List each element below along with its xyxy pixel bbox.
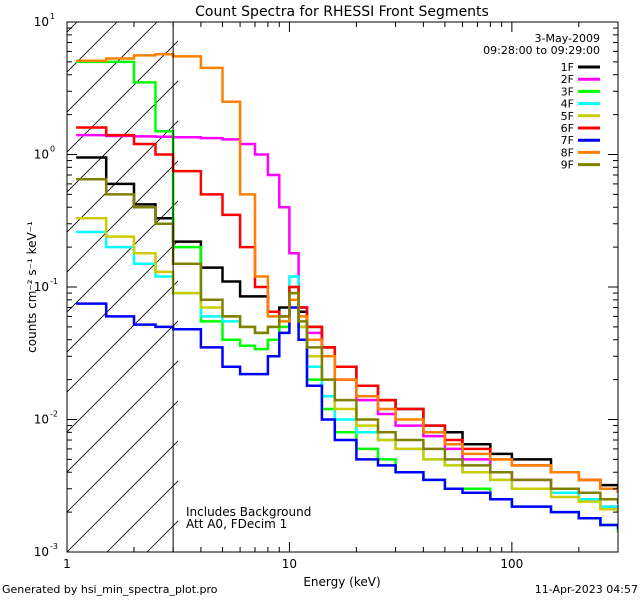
legend-label-8F: 8F <box>561 146 574 159</box>
hatch-line <box>67 200 178 313</box>
hatch-line <box>67 22 158 113</box>
series-2F-line <box>76 133 618 513</box>
plot-frame <box>66 21 619 553</box>
y-tick-exponent: -2 <box>50 410 58 419</box>
hatch-line <box>67 320 178 433</box>
legend-label-1F: 1F <box>561 61 574 74</box>
time-range-label: 09:28:00 to 09:29:00 <box>483 44 600 57</box>
y-tick-label: 10 <box>34 545 49 559</box>
footer-timestamp: 11-Apr-2023 04:57 <box>534 583 638 596</box>
series-9F-line <box>76 178 618 505</box>
y-tick-label: 10 <box>34 148 49 162</box>
legend-label-4F: 4F <box>561 98 574 111</box>
hatch-line <box>67 80 178 193</box>
x-tick-label: 100 <box>500 557 523 571</box>
legend-label-3F: 3F <box>561 85 574 98</box>
legend-label-6F: 6F <box>561 122 574 135</box>
hatch-line <box>67 440 178 552</box>
y-tick-exponent: 0 <box>50 145 55 154</box>
series-1F-line <box>76 156 618 493</box>
y-tick-exponent: -1 <box>50 277 58 286</box>
hatch-line <box>67 22 118 73</box>
chart-title: Count Spectra for RHESSI Front Segments <box>195 4 489 20</box>
legend-label-9F: 9F <box>561 159 574 172</box>
y-tick-exponent: -3 <box>50 542 58 551</box>
x-tick-label: 1 <box>63 557 71 571</box>
excluded-region-hatch <box>0 0 178 552</box>
hatch-line <box>67 400 178 513</box>
hatch-line <box>67 240 178 353</box>
series-5F-line <box>76 217 618 513</box>
legend-label-5F: 5F <box>561 110 574 123</box>
series-4F-line <box>76 230 618 510</box>
y-tick-label: 10 <box>34 413 49 427</box>
hatch-line <box>0 0 27 552</box>
series-7F-line <box>76 302 618 529</box>
series-lines <box>76 53 618 533</box>
legend-label-2F: 2F <box>561 73 574 86</box>
hatch-line <box>67 22 78 33</box>
hatch-line <box>67 40 178 153</box>
y-axis-label: counts cm⁻² s⁻¹ keV⁻¹ <box>25 221 39 353</box>
series-6F-line <box>76 126 618 493</box>
annotation-background: Includes Background <box>186 505 311 519</box>
y-tick-label: 10 <box>34 15 49 29</box>
annotation-attenuator: Att A0, FDecim 1 <box>186 517 287 531</box>
x-tick-label: 10 <box>282 557 297 571</box>
footer-generated-by: Generated by hsi_min_spectra_plot.pro <box>2 583 218 596</box>
x-axis-label: Energy (keV) <box>303 575 380 589</box>
y-tick-label: 10 <box>34 280 49 294</box>
date-label: 3-May-2009 <box>535 32 600 45</box>
y-tick-exponent: 1 <box>50 12 55 21</box>
hatch-line <box>67 360 178 473</box>
series-8F-line <box>76 53 618 493</box>
legend-label-7F: 7F <box>561 134 574 147</box>
